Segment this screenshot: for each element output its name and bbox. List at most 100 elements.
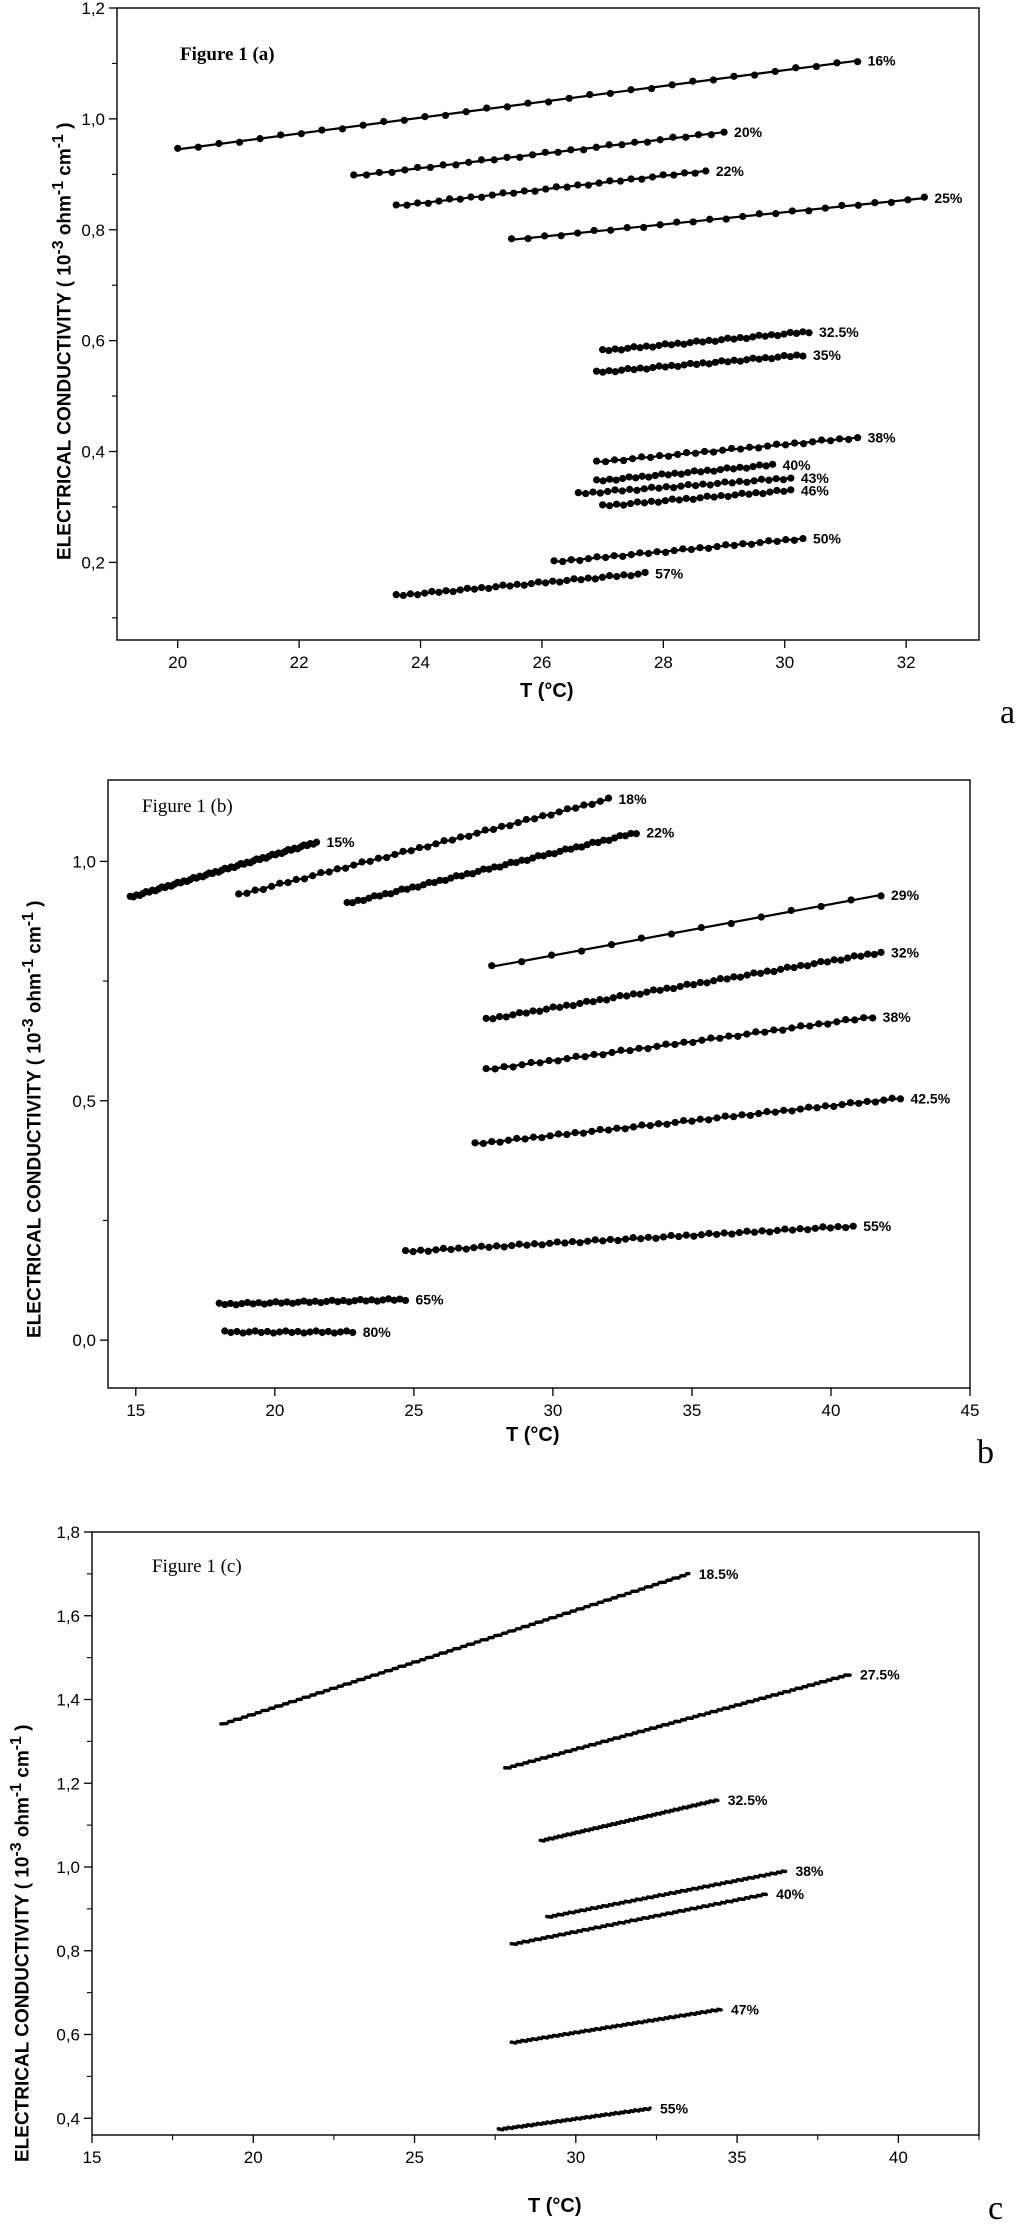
data-point <box>503 153 511 161</box>
series-label: 40% <box>783 457 812 473</box>
data-point <box>715 1798 720 1803</box>
data-point <box>605 836 613 844</box>
series-40pct: 40% <box>509 1886 805 1947</box>
data-point <box>788 1226 797 1234</box>
data-point <box>524 99 532 107</box>
data-point <box>860 1014 868 1022</box>
data-point <box>773 537 781 546</box>
data-point <box>584 574 592 582</box>
data-point <box>796 1225 804 1233</box>
data-point <box>599 368 607 376</box>
data-point <box>724 334 732 342</box>
data-point <box>654 1120 663 1128</box>
data-point <box>399 847 407 855</box>
data-point <box>896 1095 905 1103</box>
data-point <box>638 175 646 183</box>
x-tick-label: 20 <box>244 2148 263 2167</box>
data-point <box>510 189 518 197</box>
data-point <box>462 108 470 116</box>
data-point <box>470 1244 478 1252</box>
data-point <box>664 452 673 460</box>
data-point <box>691 481 700 490</box>
data-point <box>446 195 454 203</box>
data-point <box>629 1123 638 1131</box>
series-label: 40% <box>776 1886 805 1902</box>
data-point <box>294 1298 302 1306</box>
data-point <box>761 1028 769 1036</box>
data-point <box>317 1299 325 1307</box>
chart-a-title: Figure 1 (a) <box>180 44 275 65</box>
series-47pct: 47% <box>509 2001 760 2045</box>
data-point <box>755 461 764 469</box>
data-point <box>669 484 678 492</box>
data-point <box>674 339 682 347</box>
x-tick-label: 40 <box>822 1401 841 1420</box>
data-point <box>694 131 703 139</box>
data-point <box>492 1242 501 1250</box>
data-point <box>518 856 526 864</box>
data-point <box>629 990 638 998</box>
data-point <box>793 351 801 359</box>
data-point <box>619 501 628 509</box>
data-point <box>559 557 567 566</box>
data-point <box>555 808 563 816</box>
data-point <box>717 336 726 344</box>
data-point <box>618 141 626 149</box>
data-point <box>567 146 575 154</box>
data-point <box>387 890 395 898</box>
data-point <box>780 487 788 495</box>
data-point <box>396 1295 404 1303</box>
data-point <box>413 163 422 172</box>
data-point <box>343 898 351 907</box>
data-point <box>787 486 795 494</box>
data-point <box>556 578 564 586</box>
data-point <box>803 962 812 970</box>
data-point <box>581 1053 589 1061</box>
data-point <box>667 1231 675 1240</box>
data-point <box>553 1238 561 1246</box>
series-line <box>238 798 609 896</box>
data-point <box>846 1099 855 1107</box>
series-80pct: 80% <box>221 1324 391 1340</box>
data-point <box>888 1094 896 1102</box>
data-point <box>754 444 763 452</box>
data-point <box>626 1046 634 1055</box>
data-point <box>658 470 666 478</box>
data-point <box>251 886 259 894</box>
data-point <box>644 1233 652 1241</box>
data-point <box>584 181 592 189</box>
data-point <box>699 359 707 367</box>
data-point <box>652 1234 660 1242</box>
data-point <box>256 135 264 143</box>
data-point <box>610 552 618 560</box>
x-tick-label: 30 <box>775 653 794 672</box>
data-point <box>716 1034 724 1042</box>
data-point <box>478 193 486 201</box>
data-point <box>787 906 795 915</box>
chart-c-title: Figure 1 (c) <box>152 1556 242 1577</box>
data-point <box>590 226 598 235</box>
data-point <box>582 490 590 498</box>
data-point <box>842 1224 850 1232</box>
data-point <box>799 534 807 543</box>
data-point <box>513 580 521 588</box>
data-point <box>606 475 614 483</box>
data-point <box>414 883 422 891</box>
data-point <box>398 885 406 893</box>
series-label: 65% <box>416 1291 445 1307</box>
data-point <box>362 171 371 179</box>
chart-c-svg: 15 20 25 30 35 40 0,4 0,6 0,8 1,0 1,2 1,4 1,6 1,8 18.5… <box>56 1523 980 2167</box>
data-point <box>730 356 738 364</box>
data-point <box>577 576 585 584</box>
data-point <box>603 996 611 1004</box>
data-point <box>853 58 862 66</box>
data-point <box>318 1328 326 1337</box>
data-point <box>655 452 664 460</box>
data-point <box>507 235 516 243</box>
series-label: 42.5% <box>910 1090 950 1106</box>
data-point <box>594 838 602 847</box>
x-tick-label: 20 <box>168 653 187 672</box>
data-point <box>289 1299 297 1307</box>
data-point <box>781 1225 789 1233</box>
data-point <box>465 158 473 166</box>
